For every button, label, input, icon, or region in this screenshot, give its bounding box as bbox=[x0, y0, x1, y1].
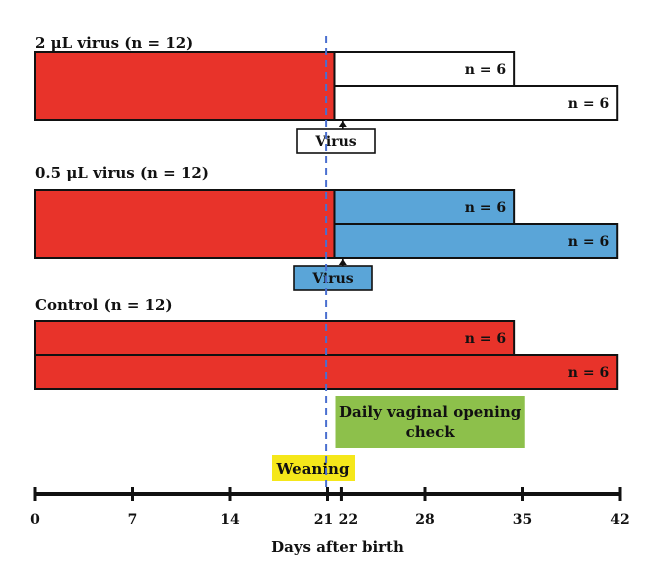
vaginal-check-box bbox=[335, 396, 525, 448]
weaning-box bbox=[272, 455, 355, 481]
subgroup-n-label: n = 6 bbox=[465, 331, 506, 347]
x-tick-label: 0 bbox=[30, 512, 40, 528]
injection-label: Virus bbox=[311, 271, 353, 287]
x-tick-label: 35 bbox=[513, 512, 532, 528]
subgroup-n-label: n = 6 bbox=[568, 234, 609, 250]
group-label: 2 μL virus (n = 12) bbox=[35, 34, 193, 52]
pre-split-bar bbox=[34, 189, 336, 259]
x-tick-label: 22 bbox=[339, 512, 358, 528]
x-tick-label: 42 bbox=[610, 512, 629, 528]
vaginal-check-text: Daily vaginal opening bbox=[339, 403, 522, 421]
injection-arrowhead bbox=[338, 121, 347, 127]
group-label: Control (n = 12) bbox=[35, 296, 173, 314]
group-label: 0.5 μL virus (n = 12) bbox=[35, 164, 209, 182]
weaning-label: Weaning bbox=[276, 460, 350, 478]
x-tick-label: 14 bbox=[220, 512, 240, 528]
pre-split-bar bbox=[34, 51, 336, 121]
subgroup-n-label: n = 6 bbox=[465, 62, 506, 78]
injection-arrowhead bbox=[338, 259, 347, 265]
x-tick-label: 7 bbox=[128, 512, 138, 528]
timeline-bar bbox=[34, 320, 516, 356]
injection-label-box bbox=[293, 265, 373, 291]
post-split-bar bbox=[333, 85, 619, 121]
vaginal-check-text: check bbox=[406, 423, 456, 441]
subgroup-n-label: n = 6 bbox=[465, 200, 506, 216]
injection-label-box bbox=[296, 128, 376, 154]
injection-label: Virus bbox=[314, 134, 356, 150]
x-tick-label: 21 bbox=[314, 512, 333, 528]
x-axis-label: Days after birth bbox=[271, 538, 404, 556]
subgroup-n-label: n = 6 bbox=[568, 96, 609, 112]
x-tick-label: 28 bbox=[415, 512, 434, 528]
subgroup-n-label: n = 6 bbox=[568, 365, 609, 381]
